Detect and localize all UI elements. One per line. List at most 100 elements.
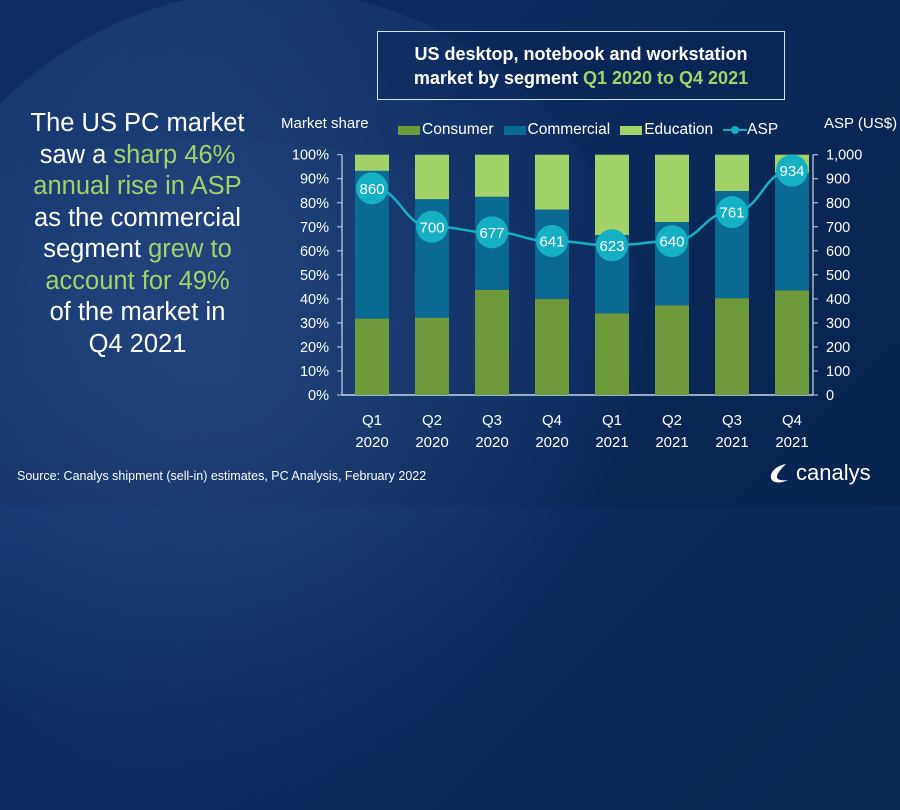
left-axis-title: Market share bbox=[281, 115, 369, 132]
right-tick-label: 200 bbox=[826, 340, 850, 356]
left-tick-label: 100% bbox=[292, 148, 329, 164]
left-tick-label: 10% bbox=[300, 364, 329, 380]
legend-swatch-education bbox=[620, 125, 643, 135]
headline-line: The US PC market bbox=[10, 108, 265, 140]
asp-data-label: 640 bbox=[659, 234, 684, 251]
asp-marker bbox=[536, 224, 568, 257]
bar-segment-consumer bbox=[475, 289, 509, 395]
right-tick-label: 500 bbox=[826, 268, 850, 284]
bar-segment-education bbox=[595, 154, 629, 235]
left-tick-label: 40% bbox=[300, 292, 329, 308]
left-tick-label: 30% bbox=[300, 316, 329, 332]
legend-item-consumer: Consumer bbox=[398, 121, 494, 139]
x-tick-label-quarter: Q3 bbox=[482, 412, 502, 429]
x-tick-label-quarter: Q1 bbox=[362, 412, 382, 429]
legend: Consumer Commercial Education ASP bbox=[398, 121, 788, 139]
asp-data-label: 700 bbox=[419, 219, 444, 236]
right-tick-label: 300 bbox=[826, 316, 850, 332]
chart-title-line1: US desktop, notebook and workstation bbox=[414, 44, 748, 64]
bar-segment-consumer bbox=[775, 290, 809, 395]
bar-segment-consumer bbox=[415, 317, 449, 395]
right-tick-label: 1,000 bbox=[826, 148, 862, 164]
x-tick-label-year: 2020 bbox=[355, 434, 388, 451]
headline-segment: Q4 2021 bbox=[88, 329, 187, 358]
asp-marker bbox=[716, 196, 748, 229]
legend-item-commercial: Commercial bbox=[503, 121, 610, 139]
bar-segment-education bbox=[655, 154, 689, 222]
right-tick-label: 900 bbox=[826, 172, 850, 188]
right-tick-label: 800 bbox=[826, 196, 850, 212]
headline-highlight: grew to bbox=[148, 235, 232, 263]
bar-segment-consumer bbox=[355, 318, 389, 395]
asp-data-label: 761 bbox=[719, 205, 744, 222]
headline-line: as the commercial bbox=[10, 203, 265, 235]
x-tick-label-year: 2021 bbox=[715, 434, 748, 451]
left-tick-label: 20% bbox=[300, 340, 329, 356]
legend-swatch-commercial bbox=[503, 125, 526, 135]
asp-data-label: 641 bbox=[539, 233, 564, 250]
bar-segment-consumer bbox=[535, 298, 569, 395]
left-tick-label: 80% bbox=[300, 196, 329, 212]
headline-line: of the market in bbox=[10, 297, 265, 329]
bar-segment-consumer bbox=[595, 313, 629, 395]
x-tick-label-year: 2021 bbox=[655, 434, 688, 451]
asp-data-label: 860 bbox=[359, 181, 384, 198]
left-tick-label: 0% bbox=[308, 388, 329, 404]
chart-svg: 0% 10% 20% 30% 40% 50% 60% 70% 80% 90% 100% 0 100 200… bbox=[292, 148, 862, 451]
canalys-logo: canalys bbox=[768, 460, 871, 486]
x-tick-label-year: 2020 bbox=[535, 434, 568, 451]
headline-highlight: sharp 46% bbox=[113, 140, 236, 169]
asp-marker bbox=[476, 216, 508, 249]
asp-marker bbox=[356, 172, 388, 205]
x-tick-label-quarter: Q4 bbox=[782, 412, 802, 429]
left-tick-label: 60% bbox=[300, 244, 329, 260]
right-tick-label: 600 bbox=[826, 244, 850, 260]
legend-line-marker-icon bbox=[723, 126, 748, 134]
chart-title-highlight: Q1 2020 to Q4 2021 bbox=[582, 68, 749, 88]
headline-segment: segment bbox=[43, 235, 149, 263]
right-tick-label: 400 bbox=[826, 292, 850, 308]
chart-title-line2: market by segment Q1 2020 to Q4 2021 bbox=[378, 66, 784, 90]
legend-item-asp: ASP bbox=[723, 121, 778, 139]
x-tick-label-year: 2020 bbox=[415, 434, 448, 451]
x-tick-label-year: 2020 bbox=[475, 434, 508, 451]
legend-label: ASP bbox=[747, 121, 779, 138]
headline-segment: The US PC market bbox=[30, 109, 245, 137]
source-note: Source: Canalys shipment (sell-in) estim… bbox=[17, 469, 427, 483]
legend-item-education: Education bbox=[620, 121, 713, 139]
headline-text: The US PC market saw a sharp 46% annual ri… bbox=[10, 108, 265, 360]
right-tick-label: 0 bbox=[826, 388, 834, 404]
asp-marker bbox=[776, 154, 808, 187]
headline-line: annual rise in ASP bbox=[10, 171, 265, 203]
x-tick-label-quarter: Q3 bbox=[722, 412, 742, 429]
headline-segment: of the market in bbox=[49, 298, 226, 326]
asp-data-label: 677 bbox=[479, 225, 504, 242]
logo-text: canalys bbox=[796, 460, 871, 485]
headline-line: segment grew to bbox=[10, 234, 265, 266]
headline-highlight: annual rise in ASP bbox=[33, 172, 242, 200]
headline-line: account for 49% bbox=[10, 266, 265, 298]
x-tick-label-quarter: Q4 bbox=[542, 412, 562, 429]
bar-segment-consumer bbox=[655, 305, 689, 395]
asp-marker bbox=[656, 225, 688, 258]
asp-marker bbox=[416, 210, 448, 243]
right-tick-label: 700 bbox=[826, 220, 850, 236]
x-tick-label-quarter: Q2 bbox=[422, 412, 442, 429]
chart-title-plain: market by segment bbox=[413, 68, 583, 88]
asp-data-label: 623 bbox=[599, 238, 624, 255]
bar-segment-education bbox=[355, 154, 389, 171]
x-tick-label-year: 2021 bbox=[775, 434, 808, 451]
bar-segment-commercial bbox=[775, 172, 809, 291]
x-tick-label-year: 2021 bbox=[595, 434, 628, 451]
bar-segment-education bbox=[535, 154, 569, 210]
bar-segment-education bbox=[475, 154, 509, 197]
headline-segment: as the commercial bbox=[34, 203, 241, 232]
asp-data-label: 934 bbox=[779, 163, 804, 180]
bar-segment-education bbox=[415, 154, 449, 200]
x-tick-label-quarter: Q1 bbox=[602, 412, 622, 429]
bar-segment-consumer bbox=[715, 298, 749, 395]
bar-segment-education bbox=[715, 154, 749, 191]
headline-line: saw a sharp 46% bbox=[10, 140, 265, 172]
asp-marker bbox=[596, 229, 628, 262]
legend-label: Consumer bbox=[422, 121, 494, 138]
